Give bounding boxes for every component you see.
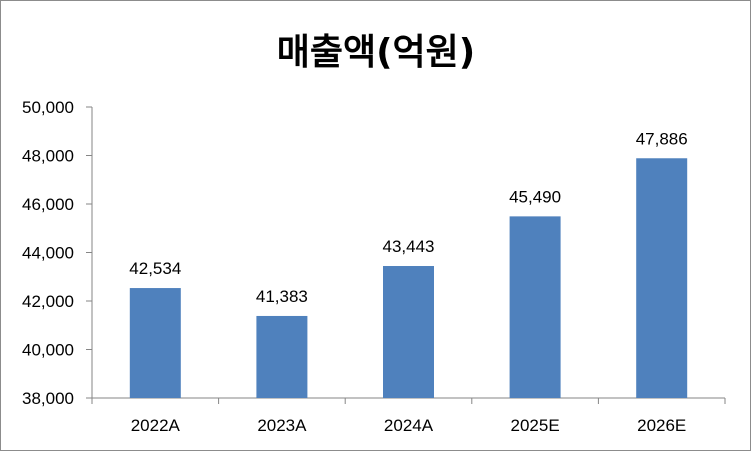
chart-title: 매출액(억원) xyxy=(277,32,476,73)
y-tick-label: 38,000 xyxy=(22,389,74,408)
bars xyxy=(129,158,688,398)
bar-2025E xyxy=(509,216,561,398)
y-tick-label: 44,000 xyxy=(22,244,74,263)
x-tick-label: 2022A xyxy=(131,416,181,435)
bar-2026E xyxy=(636,158,688,398)
y-tick-label: 42,000 xyxy=(22,292,74,311)
data-label: 43,443 xyxy=(383,237,435,256)
axes: 38,000 40,000 42,000 44,000 46,000 48,000 50,0… xyxy=(22,98,726,408)
x-tick-label: 2026E xyxy=(637,416,686,435)
y-tick-label: 50,000 xyxy=(22,98,74,117)
bar-2024A xyxy=(383,266,434,398)
x-tick-label: 2023A xyxy=(257,416,307,435)
data-label: 42,534 xyxy=(129,259,181,278)
bar-2023A xyxy=(256,315,308,398)
data-label: 45,490 xyxy=(509,187,561,206)
y-tick-label: 46,000 xyxy=(22,195,74,214)
y-tick-label: 40,000 xyxy=(22,341,74,360)
bar-2022A xyxy=(129,288,181,398)
x-tick-label: 2024A xyxy=(384,416,434,435)
data-label: 41,383 xyxy=(256,287,308,306)
labels: 42,534 2022A 41,383 2023A 43,443 2024A 45,490 2… xyxy=(129,129,687,435)
y-tick-label: 48,000 xyxy=(22,147,74,166)
data-label: 47,886 xyxy=(636,129,688,148)
x-tick-label: 2025E xyxy=(511,416,560,435)
